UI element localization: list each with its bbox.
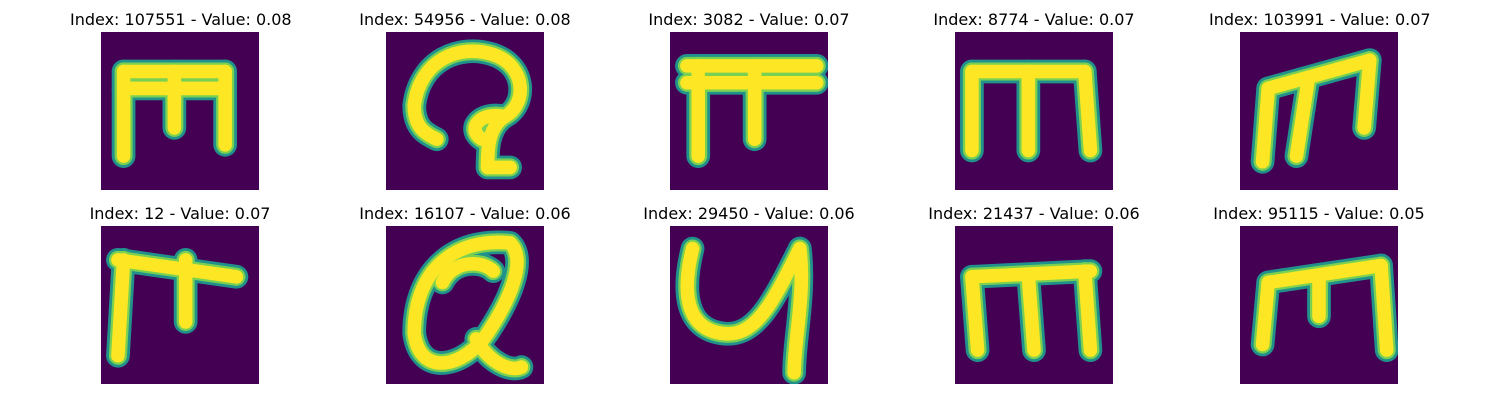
glyph-image: [955, 32, 1113, 190]
glyph-stroke: [1364, 60, 1370, 128]
glyph-stroke: [1028, 277, 1034, 350]
glyph-image: [386, 32, 544, 190]
panel-title: Index: 107551 - Value: 0.08: [70, 10, 290, 29]
digit-image: [1240, 226, 1398, 384]
glyph-stroke: [1085, 271, 1091, 350]
panel-title: Index: 8774 - Value: 0.07: [924, 10, 1144, 29]
digit-image: [101, 226, 259, 384]
glyph-image: [955, 226, 1113, 384]
panel-title: Index: 95115 - Value: 0.05: [1209, 204, 1429, 223]
image-panel: Index: 107551 - Value: 0.08: [70, 10, 290, 190]
glyph-stroke: [1263, 282, 1269, 344]
image-panel: Index: 8774 - Value: 0.07: [924, 10, 1144, 190]
image-panel: Index: 21437 - Value: 0.06: [924, 204, 1144, 384]
panel-title: Index: 21437 - Value: 0.06: [924, 204, 1144, 223]
image-panel: Index: 16107 - Value: 0.06: [355, 204, 575, 384]
panel-title: Index: 3082 - Value: 0.07: [639, 10, 859, 29]
image-panel: Index: 12 - Value: 0.07: [70, 204, 290, 384]
digit-image: [386, 32, 544, 190]
panel-title: Index: 54956 - Value: 0.08: [355, 10, 575, 29]
panel-title: Index: 103991 - Value: 0.07: [1209, 10, 1429, 29]
panel-title: Index: 16107 - Value: 0.06: [355, 204, 575, 223]
panel-title: Index: 29450 - Value: 0.06: [639, 204, 859, 223]
digit-image: [670, 32, 828, 190]
image-panel: Index: 29450 - Value: 0.06: [639, 204, 859, 384]
image-panel: Index: 103991 - Value: 0.07: [1209, 10, 1429, 190]
digit-image: [101, 32, 259, 190]
glyph-stroke: [118, 260, 124, 356]
image-panel: Index: 95115 - Value: 0.05: [1209, 204, 1429, 384]
panel-title: Index: 12 - Value: 0.07: [70, 204, 290, 223]
digit-image: [386, 226, 544, 384]
digit-image: [955, 32, 1113, 190]
glyph-image: [101, 226, 259, 384]
glyph-image: [386, 226, 544, 384]
image-panel: Index: 3082 - Value: 0.07: [639, 10, 859, 190]
glyph-image: [670, 32, 828, 190]
digit-image: [1240, 32, 1398, 190]
glyph-image: [1240, 32, 1398, 190]
glyph-image: [670, 226, 828, 384]
glyph-stroke: [1085, 72, 1091, 151]
image-panel: Index: 54956 - Value: 0.08: [355, 10, 575, 190]
glyph-stroke: [1381, 266, 1387, 351]
glyph-image: [1240, 226, 1398, 384]
glyph-stroke: [972, 277, 978, 350]
digit-image: [670, 226, 828, 384]
glyph-stroke: [1263, 88, 1269, 161]
glyph-image: [101, 32, 259, 190]
digit-image: [955, 226, 1113, 384]
glyph-stroke: [794, 249, 801, 373]
